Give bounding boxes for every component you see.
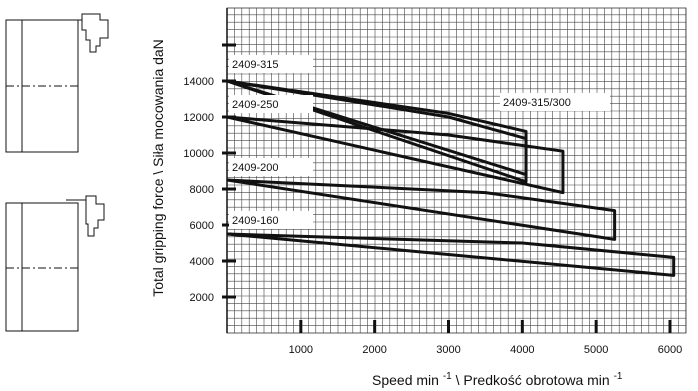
y-tick-label: 10000 xyxy=(183,148,214,160)
y-tick-label: 4000 xyxy=(190,256,214,268)
x-axis-title-part1: Speed min xyxy=(372,372,439,388)
x-tick-mark xyxy=(299,320,303,333)
x-axis-title: Speed min -1 \ Predkość obrotowa min -1 xyxy=(372,366,623,388)
series-line-1 xyxy=(226,79,528,177)
series-line-0 xyxy=(226,79,528,184)
y-tick-mark xyxy=(222,79,236,83)
y-tick-mark xyxy=(222,187,236,191)
series-label-box xyxy=(229,158,313,176)
x-tick-mark xyxy=(520,320,524,333)
x-tick-label: 1000 xyxy=(289,344,313,356)
x-axis-title-sup1: -1 xyxy=(443,371,452,382)
x-tick-label: 5000 xyxy=(584,344,608,356)
y-tick-mark xyxy=(222,151,236,155)
y-tick-mark xyxy=(222,43,236,47)
y-tick-mark xyxy=(222,259,236,263)
x-tick-label: 2000 xyxy=(362,344,386,356)
y-tick-label: 2000 xyxy=(190,292,214,304)
y-tick-mark xyxy=(222,295,236,299)
x-tick-mark xyxy=(668,320,672,333)
series-label-box xyxy=(229,95,313,113)
series-group xyxy=(226,79,676,277)
series-label: 2409-250 xyxy=(232,99,279,111)
x-tick-mark xyxy=(373,320,377,333)
y-axis-title: Total gripping force \ Siła mocowania da… xyxy=(150,39,166,297)
series-line-4 xyxy=(226,232,676,277)
y-tick-mark xyxy=(222,115,236,119)
series-label: 2409-315 xyxy=(232,59,279,71)
y-tick-label: 12000 xyxy=(183,112,214,124)
series-label-box xyxy=(229,55,313,73)
x-tick-label: 4000 xyxy=(510,344,534,356)
x-axis-title-sup2: -1 xyxy=(614,371,623,382)
y-ticks: 2000 4000 6000 8000 10000 12000 14000 xyxy=(183,43,236,304)
series-label: 2409-160 xyxy=(232,215,279,227)
series-label: 2409-315/300 xyxy=(503,97,571,109)
x-axis-title-part2: \ Predkość obrotowa min xyxy=(456,372,610,388)
series-label-box xyxy=(500,93,610,111)
series-line-3 xyxy=(226,178,617,241)
series-line-2 xyxy=(226,115,565,195)
series-labels: 2409-315 2409-315/300 2409-250 2409-200 2409… xyxy=(229,55,610,229)
x-tick-label: 3000 xyxy=(436,344,460,356)
chuck-drawing-bottom xyxy=(5,195,105,332)
x-ticks: 1000 2000 3000 4000 5000 6000 xyxy=(289,320,682,356)
series-label: 2409-200 xyxy=(232,162,279,174)
y-tick-label: 8000 xyxy=(190,184,214,196)
y-tick-label: 14000 xyxy=(183,76,214,88)
series-label-box xyxy=(229,211,313,229)
y-tick-label: 6000 xyxy=(190,220,214,232)
x-tick-label: 6000 xyxy=(658,344,682,356)
x-tick-mark xyxy=(594,320,598,333)
chuck-drawing-top xyxy=(5,13,109,153)
x-tick-mark xyxy=(447,320,450,333)
